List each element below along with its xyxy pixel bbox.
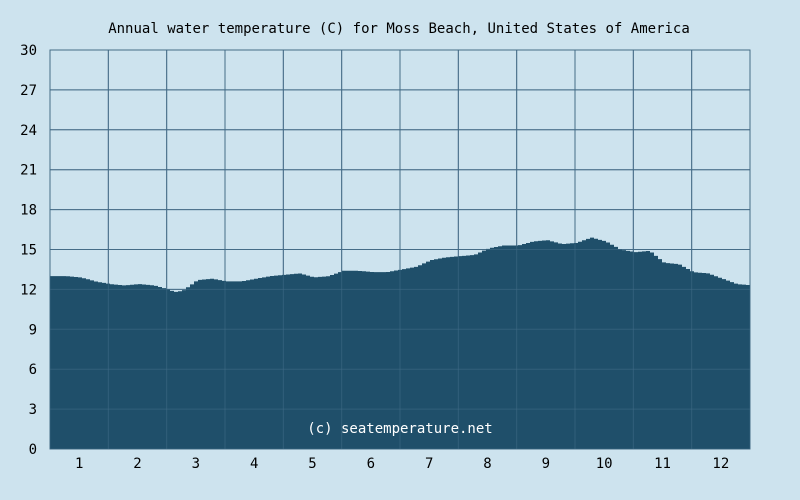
y-tick-label: 24: [20, 123, 37, 139]
x-tick-label: 3: [192, 456, 200, 472]
y-tick-label: 6: [29, 362, 37, 378]
y-tick-label: 18: [20, 203, 37, 219]
x-tick-label: 1: [75, 456, 83, 472]
y-axis-ticks: 0 3 6 9 12 15 18 21 24 27 30: [20, 43, 37, 458]
y-tick-label: 0: [29, 442, 37, 458]
x-tick-label: 8: [483, 456, 491, 472]
x-axis-ticks: 1 2 3 4 5 6 7 8 9 10 11 12: [75, 456, 729, 472]
y-tick-label: 12: [20, 282, 37, 298]
y-tick-label: 9: [29, 322, 37, 338]
x-tick-label: 11: [654, 456, 671, 472]
x-tick-label: 7: [425, 456, 433, 472]
y-tick-label: 15: [20, 243, 37, 259]
chart-title: Annual water temperature (C) for Moss Be…: [108, 21, 690, 37]
x-tick-label: 9: [542, 456, 550, 472]
y-tick-label: 3: [29, 402, 37, 418]
x-tick-label: 2: [133, 456, 141, 472]
x-tick-label: 6: [367, 456, 375, 472]
x-tick-label: 5: [308, 456, 316, 472]
x-tick-label: 4: [250, 456, 258, 472]
y-tick-label: 30: [20, 43, 37, 59]
y-tick-label: 27: [20, 83, 37, 99]
x-tick-label: 10: [596, 456, 613, 472]
y-tick-label: 21: [20, 163, 37, 179]
x-tick-label: 12: [712, 456, 729, 472]
grid-overlay: [49, 49, 751, 450]
credit-text: (c) seatemperature.net: [307, 421, 492, 437]
